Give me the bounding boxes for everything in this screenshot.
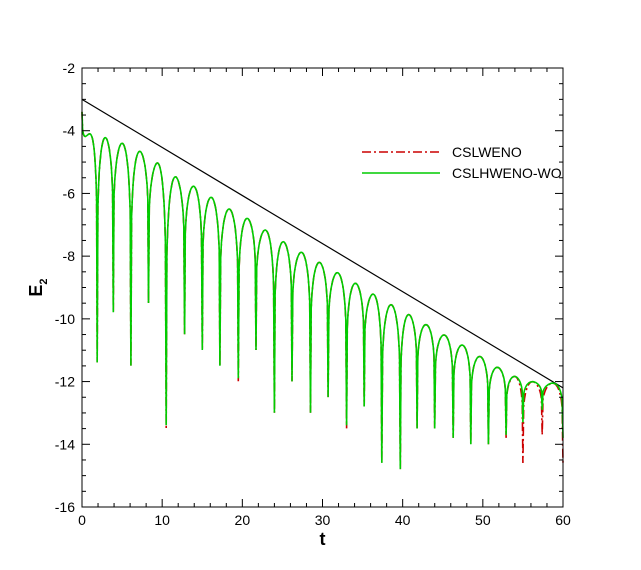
y-tick-label: -10: [55, 311, 75, 327]
x-axis-label: t: [320, 529, 326, 549]
axis-ticks: [81, 67, 564, 508]
y-tick-label: -6: [63, 185, 76, 201]
y-tick-label: -14: [55, 436, 75, 452]
x-tick-label: 40: [395, 512, 411, 528]
y-tick-label: -8: [63, 248, 76, 264]
legend-label-cslhweno-wo: CSLHWENO-WO: [452, 165, 562, 181]
plot-frame: [81, 67, 564, 508]
y-axis-label-text: E: [26, 285, 46, 297]
y-tick-label: -12: [55, 374, 75, 390]
x-tick-label: 50: [475, 512, 491, 528]
x-tick-label: 0: [78, 512, 86, 528]
y-tick-label: -4: [63, 123, 76, 139]
x-tick-label: 60: [555, 512, 571, 528]
y-axis-label-main: E2: [26, 278, 50, 296]
y-tick-label: -16: [55, 499, 75, 515]
y-axis-label: E2: [26, 278, 50, 296]
axes: [81, 67, 564, 508]
series-line-reference: [81, 98, 564, 389]
series-line-cslhweno-wo: [81, 111, 564, 470]
y-tick-label: -2: [63, 60, 76, 76]
x-tick-label: 10: [154, 512, 170, 528]
x-tick-label: 30: [315, 512, 331, 528]
axis-tick-labels: 0 10 20 30 40 50 60 -16 -14 -12 -10 -8 -6 -4 -2: [55, 60, 571, 528]
legend: CSLWENO CSLHWENO-WO: [362, 144, 562, 181]
legend-label-csl-weno: CSLWENO: [452, 144, 522, 160]
plot-curves: [81, 98, 564, 470]
y-axis-label-subscript: 2: [38, 278, 50, 284]
x-tick-label: 20: [235, 512, 251, 528]
